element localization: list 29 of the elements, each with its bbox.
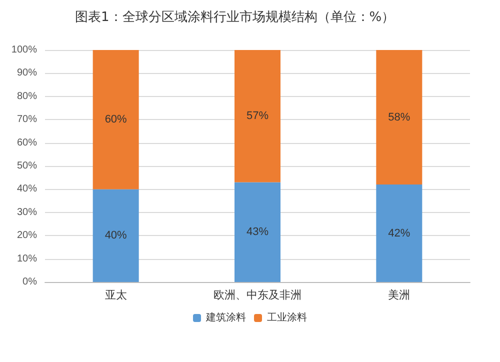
x-tick-label: 欧洲、中东及非洲 (214, 288, 302, 302)
y-tick-label: 60% (16, 137, 38, 148)
legend-label: 工业涂料 (267, 312, 307, 324)
y-tick-label: 10% (16, 253, 38, 264)
y-tick-label: 20% (16, 230, 38, 242)
bar (92, 50, 139, 190)
y-tick-label: 40% (16, 184, 38, 195)
y-tick-label: 30% (16, 206, 38, 218)
bar (376, 184, 422, 282)
data-label: 42% (388, 227, 410, 240)
data-label: 43% (246, 226, 269, 238)
x-tick-label: 美洲 (388, 288, 410, 302)
y-tick-label: 0% (22, 276, 38, 288)
bar (234, 182, 280, 282)
bar (376, 50, 422, 185)
bar (234, 50, 280, 182)
y-tick-label: 80% (16, 90, 38, 102)
legend-label: 建筑涂料 (205, 312, 246, 324)
data-label: 58% (388, 111, 410, 124)
data-label: 60% (104, 114, 128, 126)
chart-title: 图表1：全球分区域涂料行业市场规模结构（单位：%） (75, 10, 395, 25)
y-tick-label: 90% (16, 68, 38, 79)
bar (92, 189, 139, 282)
data-label: 57% (246, 110, 269, 122)
x-tick-label: 亚太 (104, 288, 127, 302)
data-label: 40% (104, 230, 128, 242)
y-tick-label: 100% (11, 44, 38, 56)
y-tick-label: 70% (16, 114, 38, 126)
y-tick-label: 50% (16, 160, 38, 172)
